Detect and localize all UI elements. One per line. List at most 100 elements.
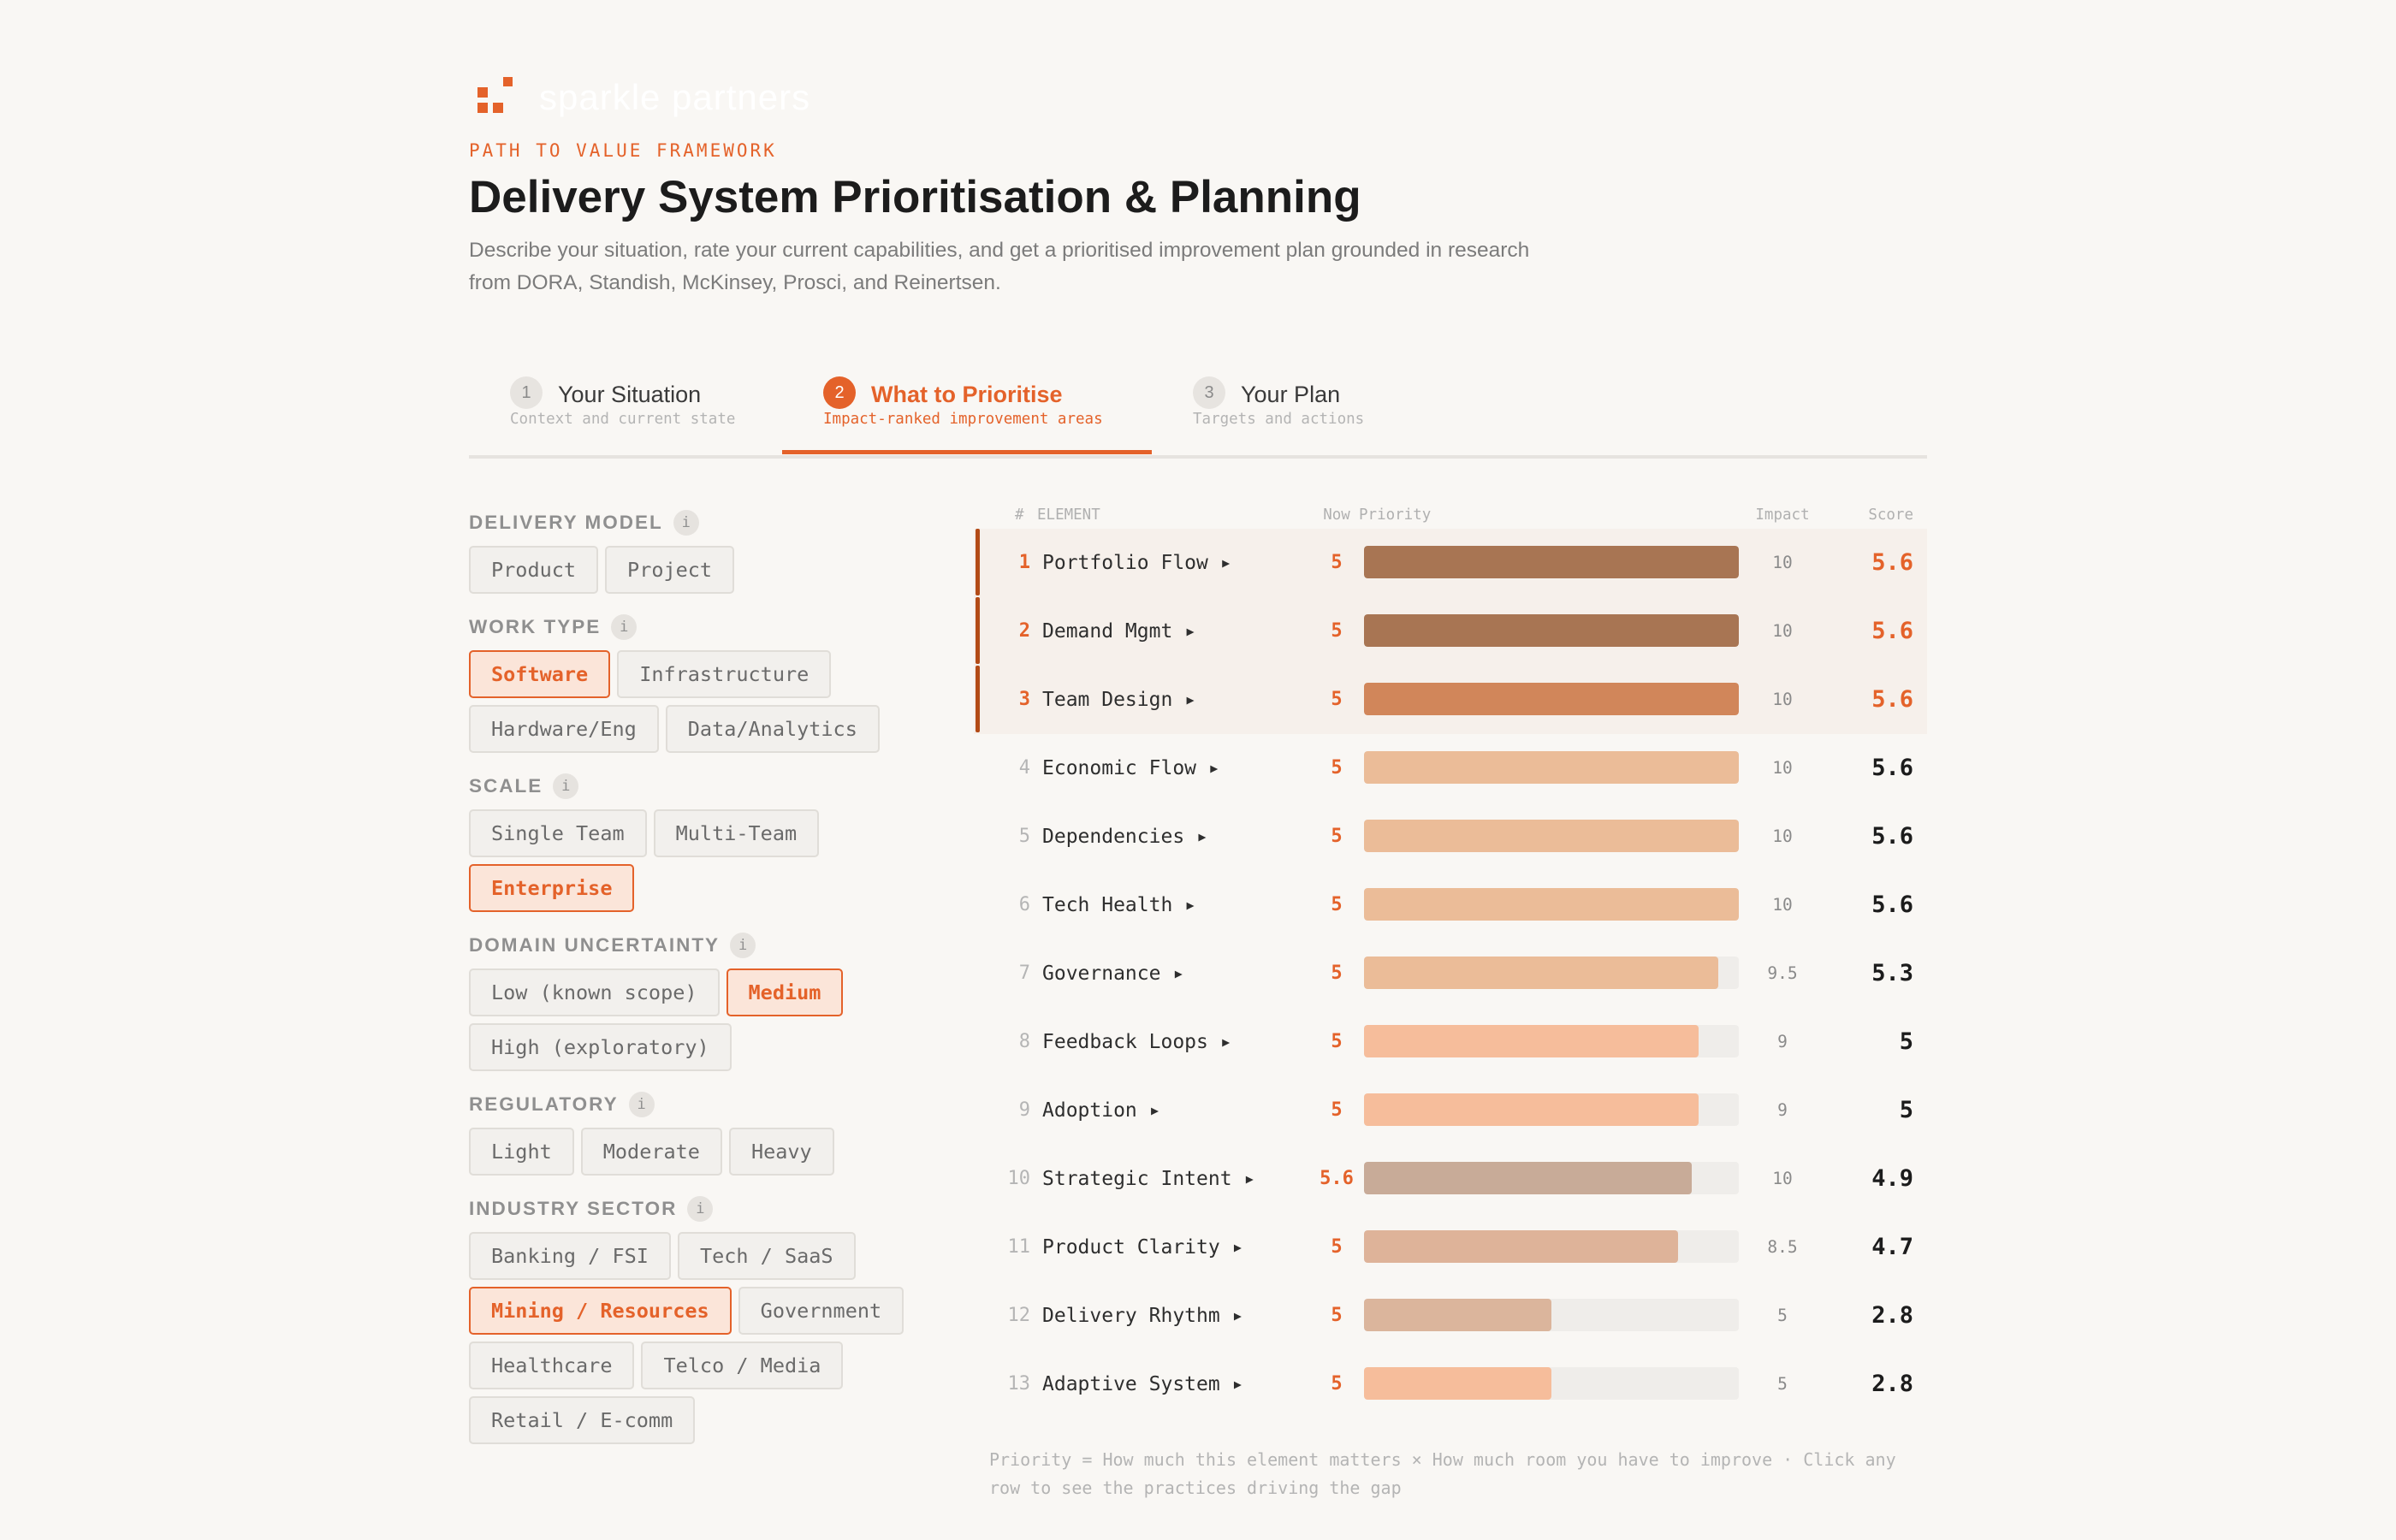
step-number: 2 <box>823 376 856 409</box>
table-row[interactable]: 10 Strategic Intent ▸ 5.6 10 4.9 <box>974 1145 1927 1213</box>
filter-option-moderate[interactable]: Moderate <box>580 1128 722 1176</box>
row-impact-value: 5 <box>1777 1306 1788 1325</box>
row-element-name[interactable]: Delivery Rhythm ▸ <box>1042 1305 1244 1327</box>
top-priority-marker <box>976 666 980 732</box>
table-row[interactable]: 12 Delivery Rhythm ▸ 5 5 2.8 <box>974 1282 1927 1350</box>
filter-option-multi-team[interactable]: Multi-Team <box>653 809 820 857</box>
row-score-value: 5.3 <box>1871 960 1913 986</box>
info-icon[interactable]: i <box>687 1196 714 1222</box>
row-score-value: 2.8 <box>1871 1302 1913 1329</box>
row-score-value: 5.6 <box>1871 686 1913 713</box>
filter-option-government[interactable]: Government <box>738 1287 904 1335</box>
filter-group-header: INDUSTRY SECTOR i <box>469 1196 914 1222</box>
row-rank: 3 <box>1018 689 1030 710</box>
row-element-name[interactable]: Adoption ▸ <box>1042 1099 1161 1122</box>
info-icon[interactable]: i <box>730 933 756 958</box>
filter-group-header: DELIVERY MODEL i <box>469 510 914 536</box>
step-label: What to Prioritise <box>871 382 1063 407</box>
info-icon[interactable]: i <box>611 614 638 640</box>
row-element-name[interactable]: Governance ▸ <box>1042 962 1185 985</box>
row-rank: 9 <box>1018 1099 1030 1121</box>
row-element-name[interactable]: Demand Mgmt ▸ <box>1042 620 1197 643</box>
table-header: # ELEMENT Now Priority Impact Score <box>974 503 1927 529</box>
row-impact-value: 10 <box>1772 758 1793 778</box>
filter-option-infrastructure[interactable]: Infrastructure <box>617 650 832 698</box>
col-now-header: Now <box>1323 506 1350 524</box>
logo-wordmark: sparkle partners <box>539 77 811 117</box>
brand-logo[interactable]: sparkle partners <box>469 70 863 121</box>
info-icon[interactable]: i <box>628 1092 655 1117</box>
row-impact-value: 10 <box>1772 690 1793 709</box>
filter-option-data-analytics[interactable]: Data/Analytics <box>665 705 880 753</box>
priority-table: # ELEMENT Now Priority Impact Score 1 Por… <box>974 503 1927 1419</box>
col-priority-header: Priority <box>1359 506 1432 524</box>
logo-mark-square <box>493 103 503 113</box>
priority-bar-track <box>1364 820 1739 852</box>
row-element-name[interactable]: Tech Health ▸ <box>1042 894 1197 916</box>
table-row[interactable]: 6 Tech Health ▸ 5 10 5.6 <box>974 871 1927 939</box>
priority-bar-track <box>1364 1299 1739 1331</box>
info-icon[interactable]: i <box>673 510 699 536</box>
filter-option-light[interactable]: Light <box>469 1128 574 1176</box>
filter-option-banking-fsi[interactable]: Banking / FSI <box>469 1232 671 1280</box>
row-element-name[interactable]: Feedback Loops ▸ <box>1042 1031 1232 1053</box>
filter-option-heavy[interactable]: Heavy <box>728 1128 834 1176</box>
filter-option-healthcare[interactable]: Healthcare <box>469 1342 635 1389</box>
priority-bar-track <box>1364 614 1739 647</box>
filter-group-label: INDUSTRY SECTOR <box>469 1198 678 1219</box>
row-impact-value: 10 <box>1772 826 1793 846</box>
filter-group-industry-sector: INDUSTRY SECTOR i Banking / FSI Tech / SaaS… <box>469 1196 914 1444</box>
filter-group-domain-uncertainty: DOMAIN UNCERTAINTY i Low (known scope) Medi… <box>469 933 914 1071</box>
row-element-name[interactable]: Product Clarity ▸ <box>1042 1236 1244 1259</box>
table-row[interactable]: 9 Adoption ▸ 5 9 5 <box>974 1076 1927 1145</box>
filter-option-telco-media[interactable]: Telco / Media <box>641 1342 844 1389</box>
table-row[interactable]: 8 Feedback Loops ▸ 5 9 5 <box>974 1008 1927 1076</box>
row-element-name[interactable]: Economic Flow ▸ <box>1042 757 1220 779</box>
filter-option-product[interactable]: Product <box>469 546 599 594</box>
filter-option-project[interactable]: Project <box>605 546 735 594</box>
row-element-name[interactable]: Team Design ▸ <box>1042 689 1197 711</box>
logo-mark-square <box>503 77 513 86</box>
row-element-name[interactable]: Portfolio Flow ▸ <box>1042 552 1232 574</box>
table-row[interactable]: 2 Demand Mgmt ▸ 5 10 5.6 <box>974 597 1927 666</box>
filter-option-enterprise[interactable]: Enterprise <box>469 864 635 912</box>
row-impact-value: 10 <box>1772 895 1793 915</box>
row-impact-value: 8.5 <box>1767 1237 1798 1257</box>
filter-option-mining-resources[interactable]: Mining / Resources <box>469 1287 732 1335</box>
table-row[interactable]: 4 Economic Flow ▸ 5 10 5.6 <box>974 734 1927 803</box>
row-element-name[interactable]: Strategic Intent ▸ <box>1042 1168 1256 1190</box>
table-row[interactable]: 11 Product Clarity ▸ 5 8.5 4.7 <box>974 1213 1927 1282</box>
row-rank: 1 <box>1018 552 1030 573</box>
row-now-value: 5 <box>1331 826 1343 847</box>
priority-bar <box>1364 1162 1692 1194</box>
table-row[interactable]: 5 Dependencies ▸ 5 10 5.6 <box>974 803 1927 871</box>
row-now-value: 5 <box>1331 552 1343 573</box>
table-row[interactable]: 13 Adaptive System ▸ 5 5 2.8 <box>974 1350 1927 1419</box>
row-element-name[interactable]: Dependencies ▸ <box>1042 826 1208 848</box>
row-now-value: 5 <box>1331 689 1343 710</box>
filter-option-low-known-scope[interactable]: Low (known scope) <box>469 968 720 1016</box>
logo-mark-square <box>477 103 488 113</box>
info-icon[interactable]: i <box>553 773 579 799</box>
filter-option-medium[interactable]: Medium <box>726 968 844 1016</box>
filter-option-single-team[interactable]: Single Team <box>469 809 647 857</box>
priority-bar <box>1364 1299 1551 1331</box>
priority-bar <box>1364 1025 1699 1057</box>
priority-bar <box>1364 751 1739 784</box>
table-row[interactable]: 1 Portfolio Flow ▸ 5 10 5.6 <box>974 529 1927 597</box>
table-row[interactable]: 3 Team Design ▸ 5 10 5.6 <box>974 666 1927 734</box>
filter-option-hardware-eng[interactable]: Hardware/Eng <box>469 705 659 753</box>
filter-group-header: WORK TYPE i <box>469 614 914 640</box>
filter-option-tech-saas[interactable]: Tech / SaaS <box>677 1232 856 1280</box>
row-score-value: 4.9 <box>1871 1165 1913 1192</box>
row-impact-value: 10 <box>1772 553 1793 572</box>
priority-bar-track <box>1364 888 1739 921</box>
row-element-name[interactable]: Adaptive System ▸ <box>1042 1373 1244 1395</box>
priority-bar-track <box>1364 751 1739 784</box>
table-row[interactable]: 7 Governance ▸ 5 9.5 5.3 <box>974 939 1927 1008</box>
filter-option-retail-e-comm[interactable]: Retail / E-comm <box>469 1396 696 1444</box>
filter-option-high-exploratory[interactable]: High (exploratory) <box>469 1023 732 1071</box>
row-rank: 13 <box>1007 1373 1031 1395</box>
filter-option-software[interactable]: Software <box>469 650 611 698</box>
row-now-value: 5 <box>1331 1099 1343 1121</box>
